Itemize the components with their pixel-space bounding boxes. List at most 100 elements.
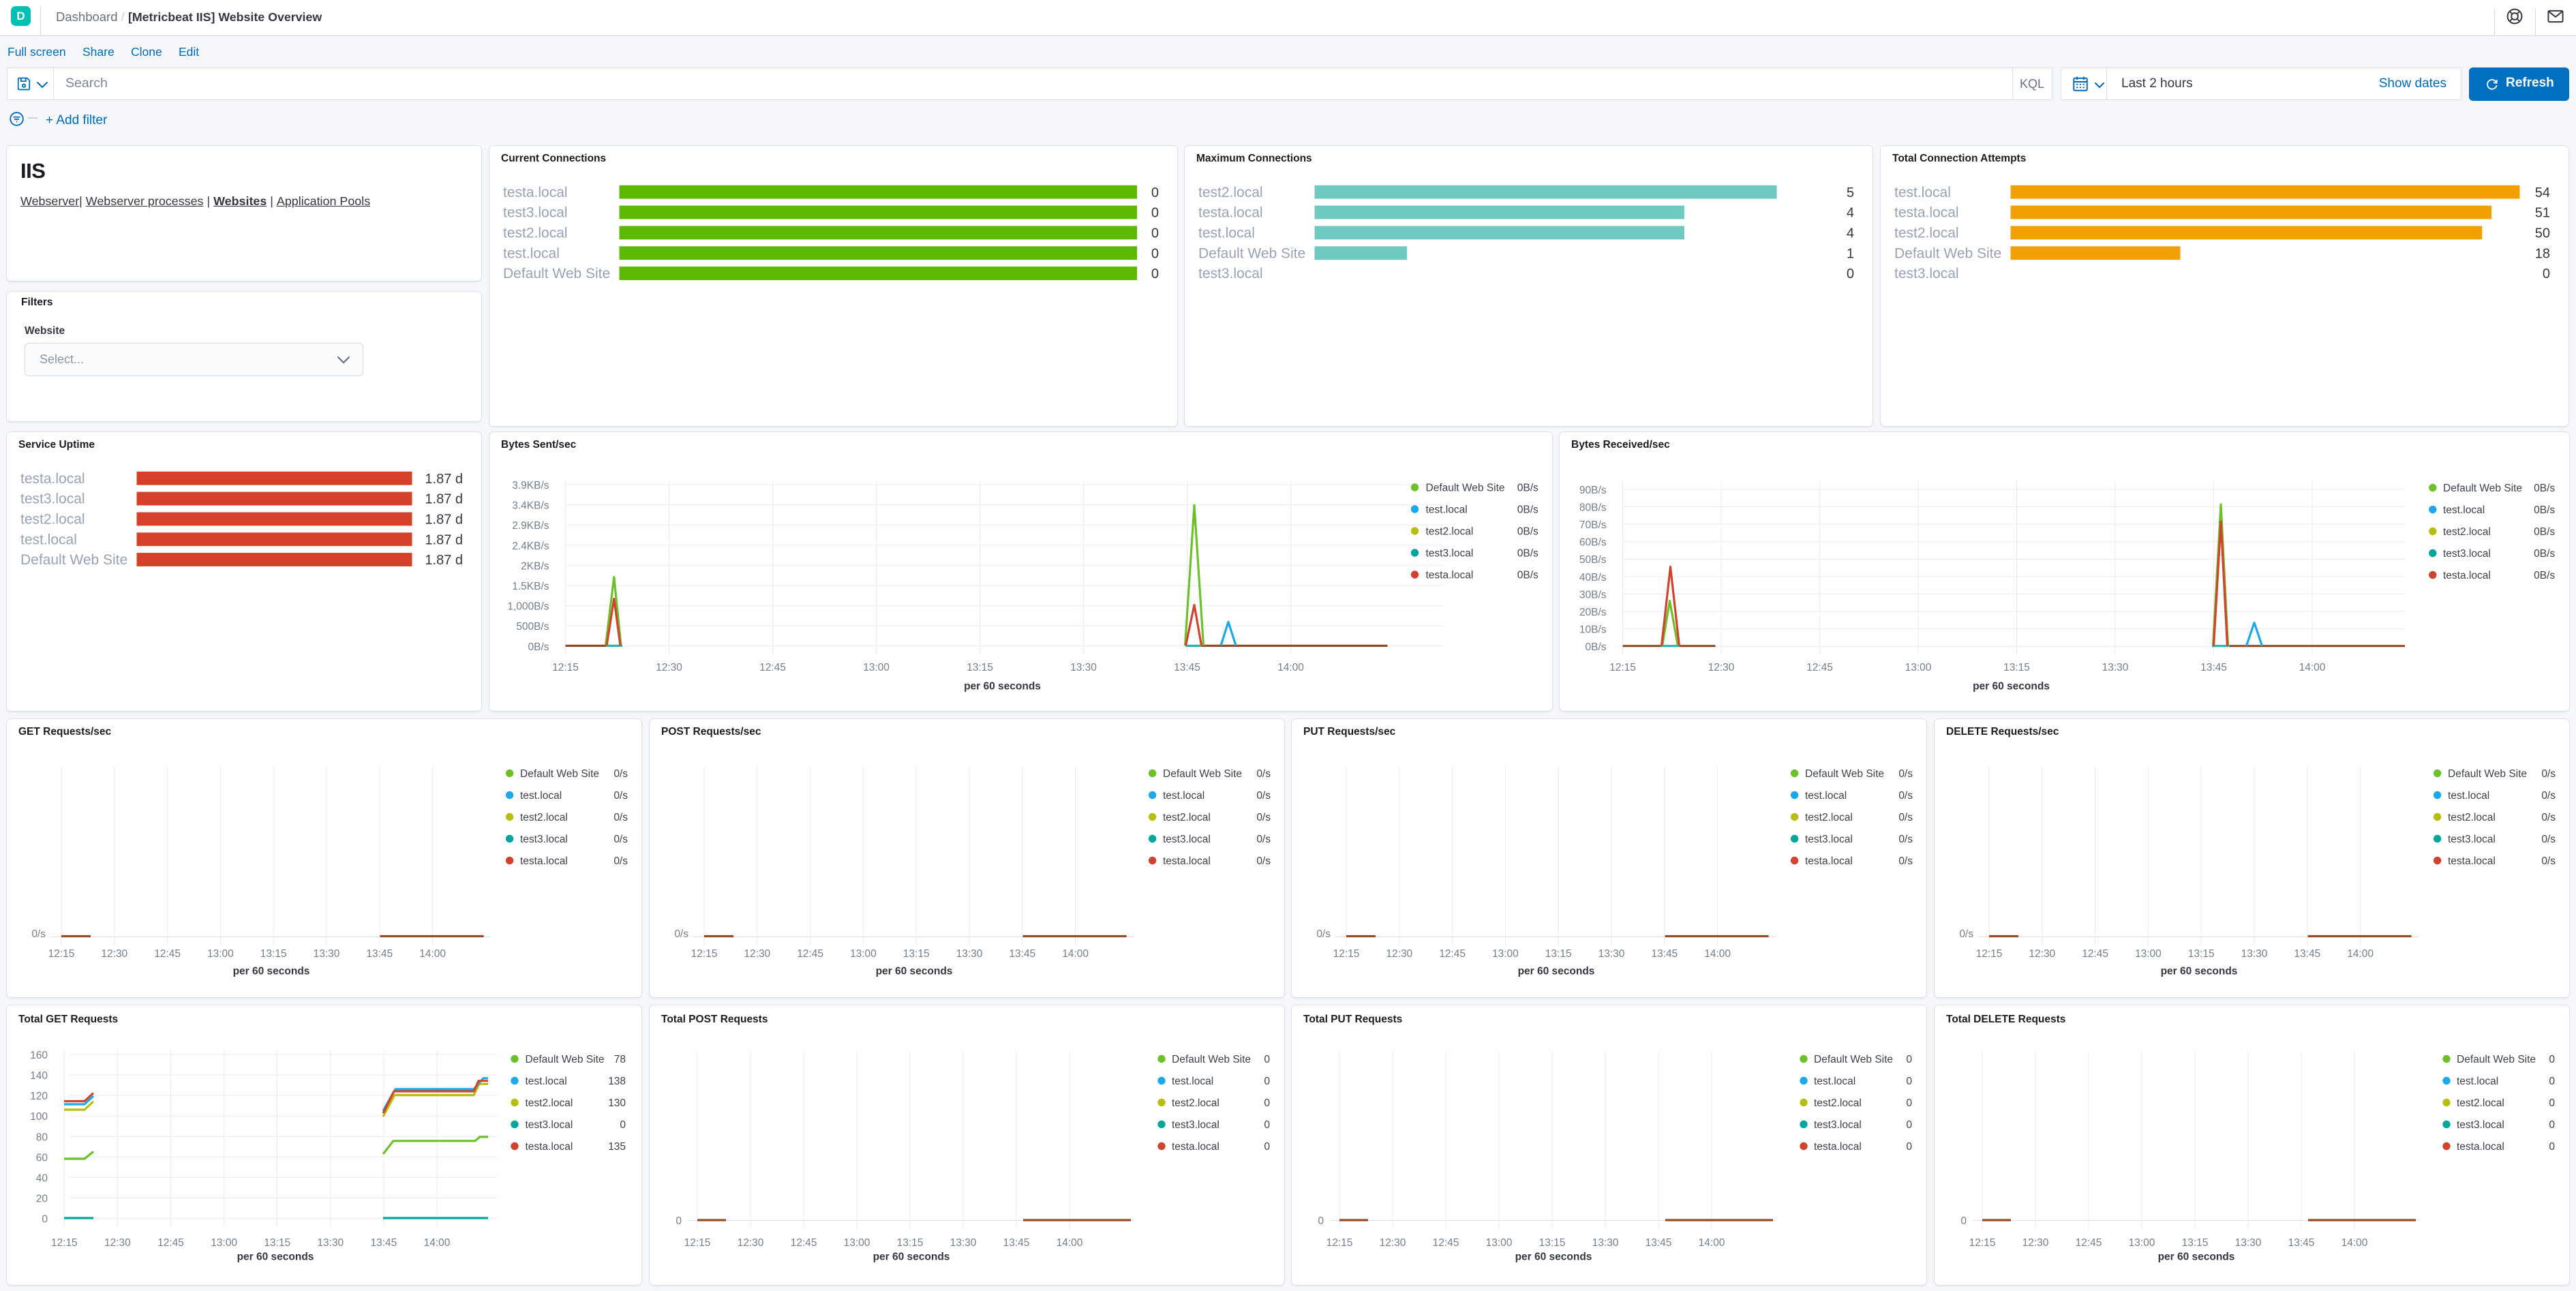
svg-text:2KB/s: 2KB/s bbox=[521, 560, 549, 572]
svg-text:13:00: 13:00 bbox=[1486, 1237, 1513, 1249]
svg-text:test3.local: test3.local bbox=[2448, 834, 2496, 845]
svg-text:Total DELETE Requests: Total DELETE Requests bbox=[1946, 1014, 2065, 1025]
svg-text:13:00: 13:00 bbox=[1905, 662, 1931, 673]
svg-text:12:15: 12:15 bbox=[691, 948, 717, 960]
svg-text:Default Web Site: Default Web Site bbox=[2448, 768, 2527, 780]
svg-text:testa.local: testa.local bbox=[520, 855, 568, 867]
svg-text:2.9KB/s: 2.9KB/s bbox=[512, 520, 549, 532]
svg-text:13:30: 13:30 bbox=[2234, 1237, 2261, 1249]
svg-text:Default Web Site: Default Web Site bbox=[1814, 1054, 1893, 1065]
svg-text:1: 1 bbox=[1847, 246, 1854, 261]
svg-text:70B/s: 70B/s bbox=[1579, 519, 1606, 531]
svg-text:test.local: test.local bbox=[526, 1076, 567, 1087]
svg-text:50B/s: 50B/s bbox=[1579, 554, 1606, 566]
svg-text:12:45: 12:45 bbox=[2082, 948, 2108, 960]
svg-text:0: 0 bbox=[1318, 1215, 1324, 1227]
svg-text:0/s: 0/s bbox=[1256, 834, 1271, 845]
svg-text:13:45: 13:45 bbox=[1174, 662, 1200, 673]
svg-text:12:30: 12:30 bbox=[1708, 662, 1734, 673]
svg-text:Default Web Site: Default Web Site bbox=[1172, 1054, 1251, 1065]
svg-text:2.4KB/s: 2.4KB/s bbox=[512, 540, 549, 551]
svg-text:test.local: test.local bbox=[520, 790, 562, 802]
svg-text:12:30: 12:30 bbox=[2029, 948, 2055, 960]
svg-text:13:00: 13:00 bbox=[207, 948, 234, 960]
svg-text:13:30: 13:30 bbox=[2241, 948, 2267, 960]
svg-text:test.local: test.local bbox=[1425, 504, 1467, 515]
svg-text:0: 0 bbox=[2543, 267, 2550, 282]
svg-text:80B/s: 80B/s bbox=[1579, 502, 1606, 513]
svg-text:51: 51 bbox=[2535, 205, 2550, 220]
svg-text:10B/s: 10B/s bbox=[1579, 624, 1606, 635]
svg-text:138: 138 bbox=[608, 1076, 626, 1087]
svg-text:0: 0 bbox=[1906, 1076, 1912, 1087]
svg-text:13:15: 13:15 bbox=[260, 948, 287, 960]
svg-text:160: 160 bbox=[30, 1050, 48, 1061]
svg-text:13:00: 13:00 bbox=[2135, 948, 2162, 960]
svg-text:per 60 seconds: per 60 seconds bbox=[237, 1251, 314, 1263]
svg-text:60: 60 bbox=[36, 1152, 48, 1164]
svg-text:test2.local: test2.local bbox=[2443, 526, 2491, 538]
svg-text:13:30: 13:30 bbox=[317, 1237, 344, 1249]
svg-text:13:00: 13:00 bbox=[850, 948, 877, 960]
svg-text:test3.local: test3.local bbox=[1163, 834, 1211, 845]
svg-text:test3.local: test3.local bbox=[1425, 547, 1473, 559]
svg-text:test.local: test.local bbox=[1894, 184, 1951, 200]
svg-text:GET Requests/sec: GET Requests/sec bbox=[18, 726, 111, 738]
svg-text:0: 0 bbox=[1151, 246, 1159, 261]
svg-text:0/s: 0/s bbox=[1898, 812, 1913, 823]
svg-text:testa.local: testa.local bbox=[1163, 855, 1211, 867]
svg-text:13:00: 13:00 bbox=[843, 1237, 870, 1249]
svg-text:test.local: test.local bbox=[1814, 1076, 1855, 1087]
svg-text:0: 0 bbox=[1151, 226, 1159, 241]
svg-text:12:30: 12:30 bbox=[1386, 948, 1412, 960]
svg-text:testa.local: testa.local bbox=[2457, 1141, 2504, 1153]
svg-text:14:00: 14:00 bbox=[1062, 948, 1089, 960]
svg-text:13:30: 13:30 bbox=[2102, 662, 2128, 673]
svg-text:test2.local: test2.local bbox=[1805, 812, 1853, 823]
svg-text:30B/s: 30B/s bbox=[1579, 589, 1606, 601]
svg-text:test.local: test.local bbox=[2457, 1076, 2498, 1087]
svg-text:test.local: test.local bbox=[1805, 790, 1847, 802]
svg-text:test3.local: test3.local bbox=[526, 1119, 573, 1131]
svg-text:0/s: 0/s bbox=[2541, 790, 2556, 802]
svg-text:50: 50 bbox=[2535, 226, 2550, 241]
svg-text:0: 0 bbox=[1264, 1119, 1270, 1131]
svg-text:Default Web Site: Default Web Site bbox=[1805, 768, 1884, 780]
svg-text:test3.local: test3.local bbox=[20, 491, 85, 506]
svg-text:1.87 d: 1.87 d bbox=[425, 532, 463, 547]
svg-text:testa.local: testa.local bbox=[526, 1141, 573, 1153]
svg-text:13:15: 13:15 bbox=[903, 948, 929, 960]
svg-text:test3.local: test3.local bbox=[1894, 266, 1959, 282]
svg-text:4: 4 bbox=[1847, 226, 1854, 241]
svg-text:5: 5 bbox=[1847, 185, 1854, 200]
svg-text:0B/s: 0B/s bbox=[1517, 569, 1538, 581]
svg-text:40B/s: 40B/s bbox=[1579, 571, 1606, 583]
svg-text:per 60 seconds: per 60 seconds bbox=[1518, 966, 1595, 977]
svg-text:0/s: 0/s bbox=[2541, 855, 2556, 867]
svg-text:0: 0 bbox=[1906, 1097, 1912, 1109]
svg-text:per 60 seconds: per 60 seconds bbox=[2160, 966, 2237, 977]
svg-text:13:45: 13:45 bbox=[2294, 948, 2320, 960]
svg-text:20B/s: 20B/s bbox=[1579, 607, 1606, 618]
svg-text:14:00: 14:00 bbox=[2299, 662, 2325, 673]
svg-text:testa.local: testa.local bbox=[503, 184, 568, 200]
svg-text:0B/s: 0B/s bbox=[528, 641, 549, 652]
svg-text:POST Requests/sec: POST Requests/sec bbox=[661, 726, 761, 738]
svg-text:Default Web Site: Default Web Site bbox=[526, 1054, 605, 1065]
svg-text:DELETE Requests/sec: DELETE Requests/sec bbox=[1946, 726, 2059, 738]
svg-text:12:30: 12:30 bbox=[2022, 1237, 2048, 1249]
svg-text:130: 130 bbox=[608, 1097, 626, 1109]
svg-text:0: 0 bbox=[2549, 1141, 2555, 1153]
svg-text:0: 0 bbox=[2549, 1097, 2555, 1109]
svg-text:Bytes Sent/sec: Bytes Sent/sec bbox=[501, 439, 577, 451]
svg-text:13:00: 13:00 bbox=[1492, 948, 1519, 960]
svg-text:Default Web Site: Default Web Site bbox=[2443, 483, 2522, 494]
svg-text:test.local: test.local bbox=[1172, 1076, 1213, 1087]
svg-text:13:45: 13:45 bbox=[371, 1237, 397, 1249]
svg-text:Default Web Site: Default Web Site bbox=[520, 768, 599, 780]
svg-text:20: 20 bbox=[36, 1194, 48, 1205]
svg-text:13:15: 13:15 bbox=[967, 662, 993, 673]
svg-text:0/s: 0/s bbox=[613, 768, 628, 780]
svg-text:0/s: 0/s bbox=[1256, 812, 1271, 823]
svg-text:0B/s: 0B/s bbox=[2534, 483, 2555, 494]
